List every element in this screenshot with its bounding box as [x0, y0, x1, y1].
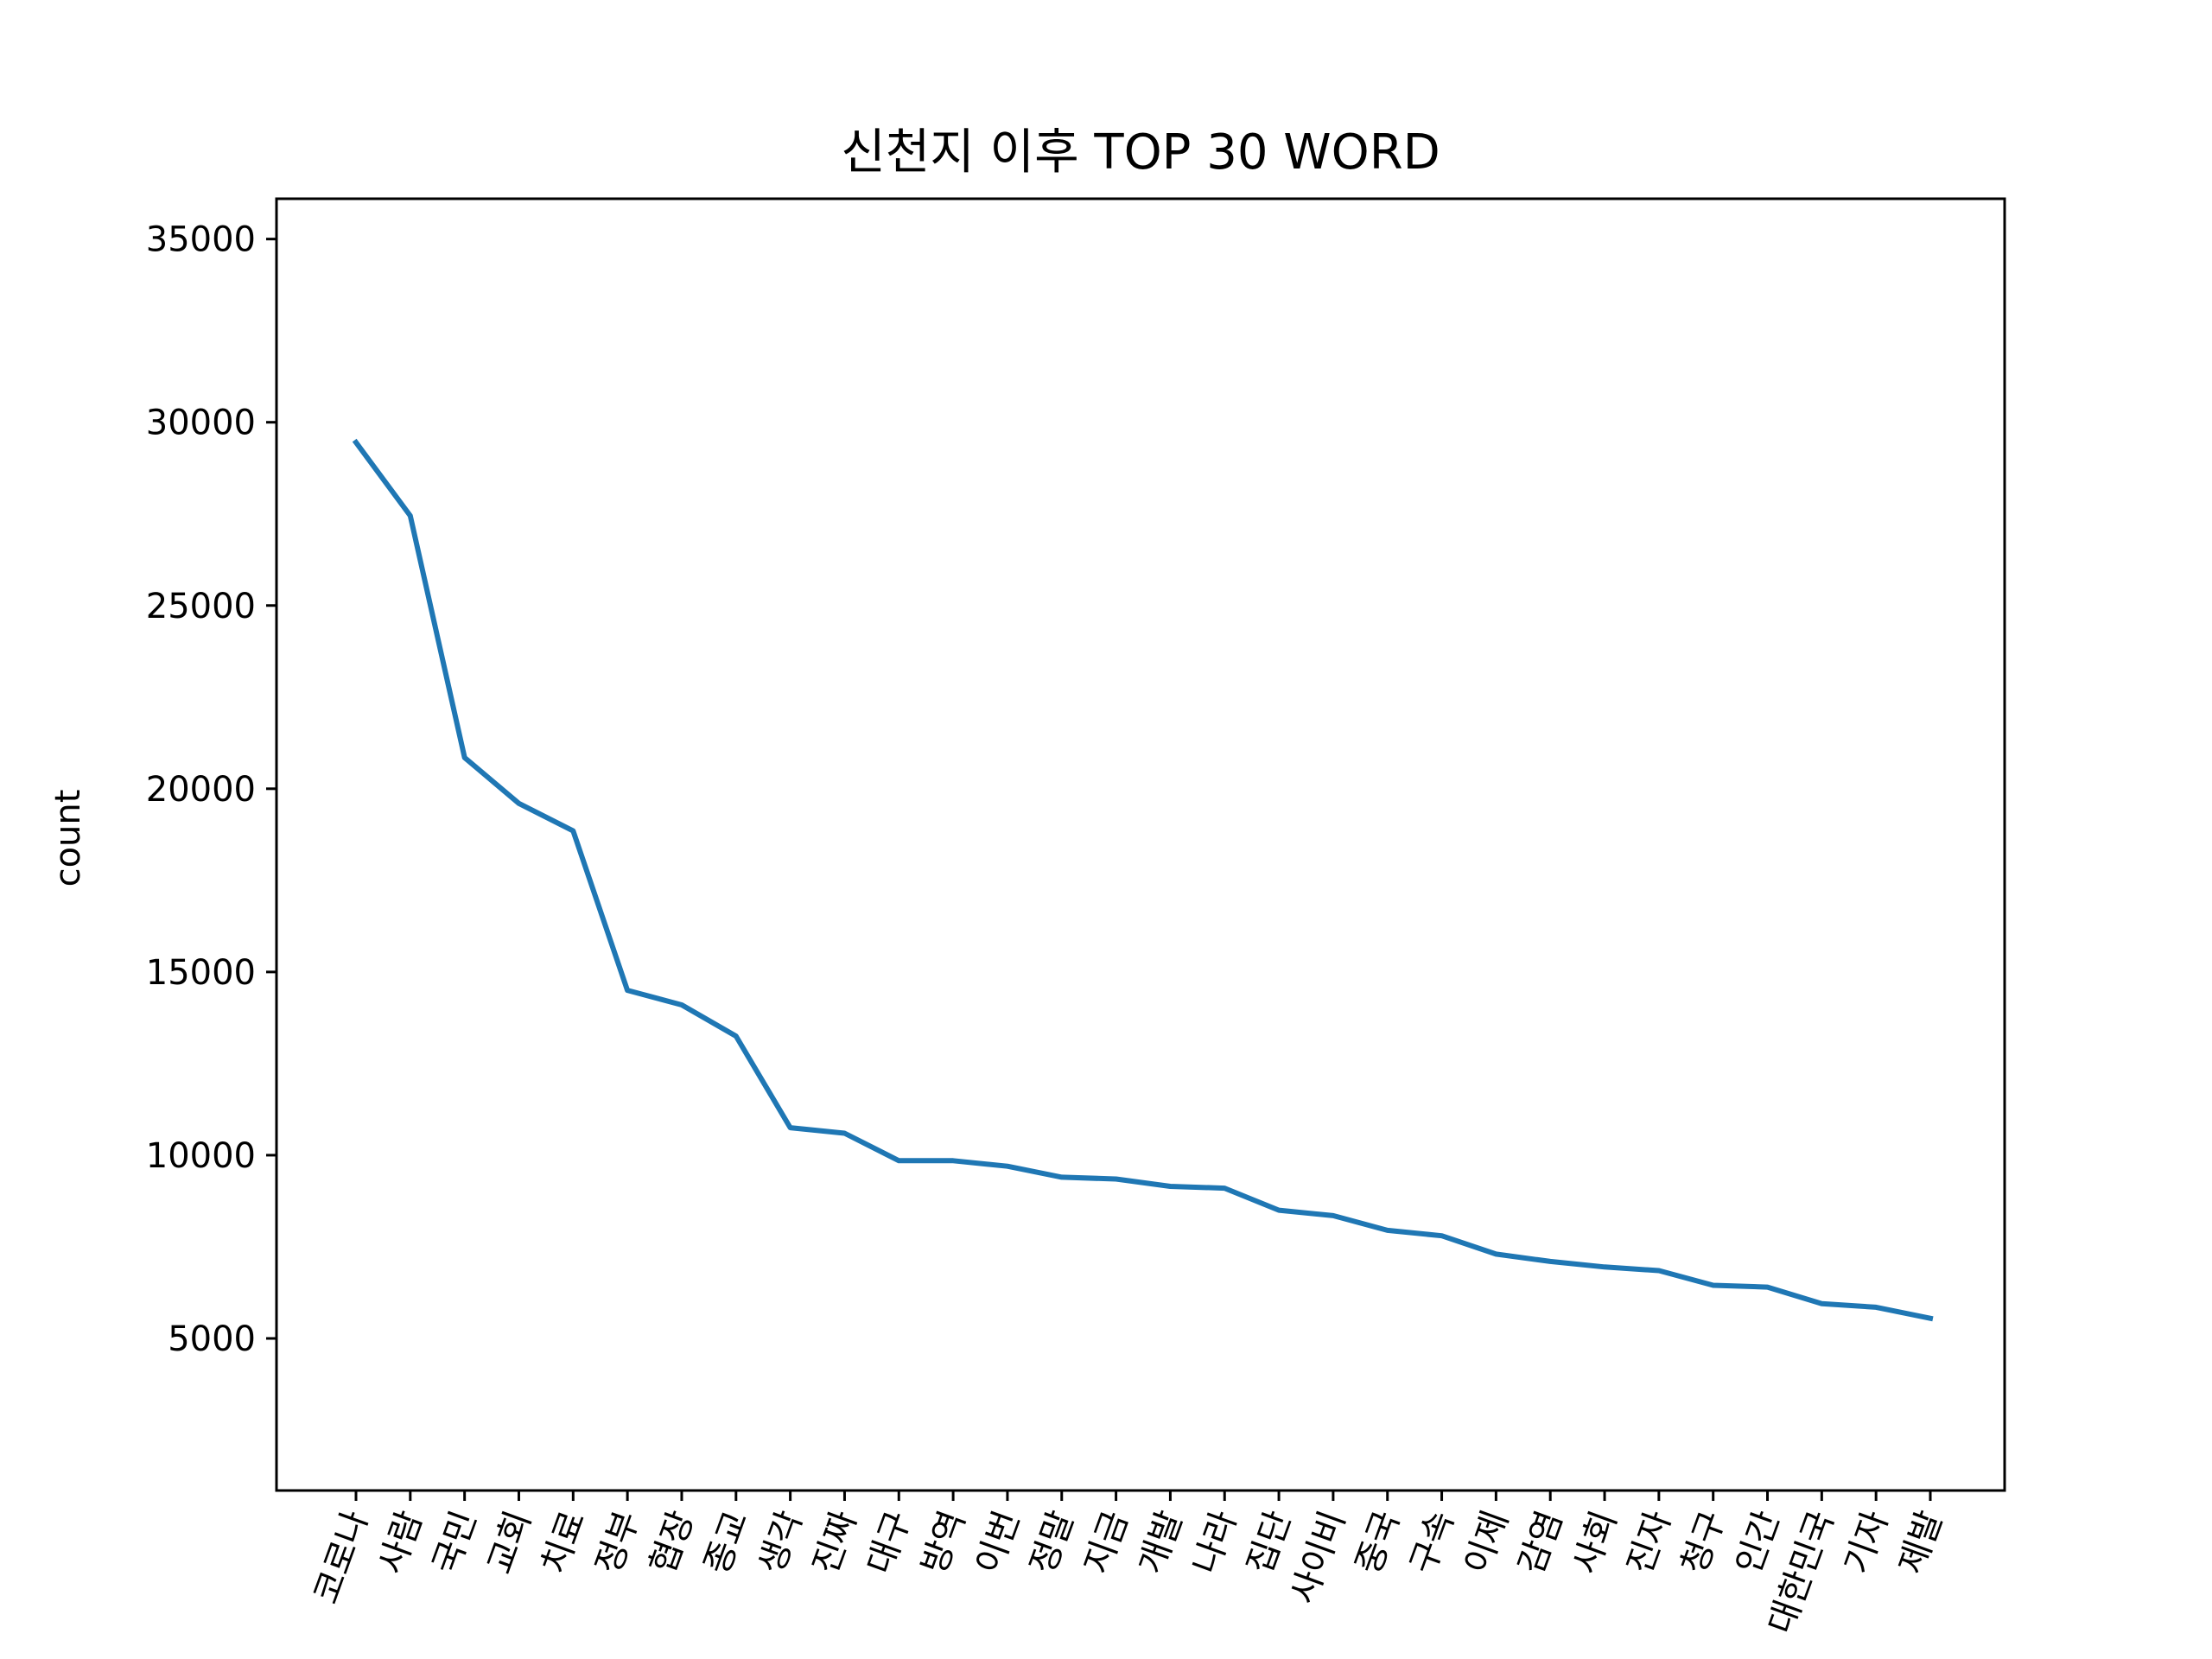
- y-tick-label: 20000: [146, 770, 256, 810]
- y-tick-label: 15000: [146, 953, 256, 993]
- plot-frame: [275, 197, 2006, 1492]
- y-tick-label: 25000: [146, 587, 256, 626]
- y-tick-label: 5000: [168, 1319, 256, 1359]
- y-tick-label: 35000: [146, 220, 256, 260]
- y-axis-ticks: 5000 10000 15000 20000 25000 30000 35000: [146, 220, 276, 1359]
- y-tick-label: 10000: [146, 1136, 256, 1176]
- series-layer: [352, 438, 1934, 1322]
- series-line: [352, 438, 1934, 1322]
- y-tick-label: 30000: [146, 404, 256, 443]
- chart-title: 신천지 이후 TOP 30 WORD: [841, 124, 1440, 181]
- x-axis-ticks: 코로나사람국민교회치료정부협장종교생각진짜대구방역이번정말지금개발나라집단사이비…: [306, 1491, 1950, 1639]
- y-axis-label: count: [48, 790, 88, 887]
